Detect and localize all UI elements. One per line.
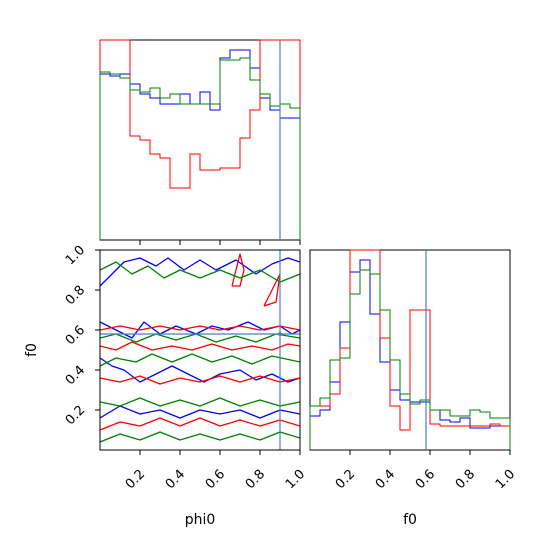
- contour-line: [100, 353, 300, 367]
- contour-ytick-label: 0.8: [63, 283, 88, 308]
- contour-xtick-label: 0.8: [243, 467, 268, 492]
- panel-hist-f0: 0.2 0.4 0.6 0.8 1.0: [309, 249, 518, 492]
- hist-phi0-red-step: [99, 39, 301, 240]
- contour-line: [100, 357, 300, 383]
- hist-f0-xtick-label: 1.0: [493, 467, 518, 492]
- y-axis-label-f0: f0: [24, 343, 40, 357]
- contour-line: [100, 375, 300, 385]
- contour-line: [263, 273, 281, 307]
- hist-phi0-green-step: [99, 57, 301, 240]
- contour-line: [231, 253, 245, 287]
- x-axis-label-phi0: phi0: [185, 512, 216, 528]
- contour-xtick-label: 0.2: [123, 467, 148, 492]
- x-axis-label-f0: f0: [403, 512, 417, 528]
- contour-line: [100, 261, 300, 283]
- contour-line: [100, 431, 300, 443]
- contour-line: [100, 397, 300, 407]
- contour-line: [100, 417, 300, 431]
- contour-xtick-label: 0.4: [163, 467, 188, 492]
- hist-f0-xtick-label: 0.2: [333, 467, 358, 492]
- contour-ytick-label: 0.4: [63, 363, 88, 388]
- contour-ytick-label: 0.6: [63, 323, 88, 348]
- panel-contour-phi0-f0: 0.2 0.4 0.6 0.8 1.0 0.2 0.4 0.6 0.8 1.0: [63, 243, 308, 492]
- panel-contour-frame: [99, 249, 301, 451]
- truth-point: [278, 332, 282, 336]
- hist-f0-red-step: [309, 249, 511, 450]
- contour-line: [100, 325, 300, 331]
- contour-xtick-label: 1.0: [283, 467, 308, 492]
- panel-hist-phi0: [99, 39, 301, 245]
- panel-hist-f0-frame: [309, 249, 511, 451]
- contour-line: [100, 341, 300, 351]
- contour-line: [100, 333, 300, 343]
- contour-line: [100, 257, 300, 287]
- hist-f0-green-step: [309, 269, 511, 450]
- hist-f0-xtick-label: 0.6: [413, 467, 438, 492]
- hist-f0-xtick-label: 0.8: [453, 467, 478, 492]
- hist-f0-xtick-label: 0.4: [373, 467, 398, 492]
- contour-ytick-label: 0.2: [63, 403, 88, 428]
- contour-xtick-label: 0.6: [203, 467, 228, 492]
- contour-ytick-label: 1.0: [63, 243, 88, 268]
- contour-line: [100, 405, 300, 419]
